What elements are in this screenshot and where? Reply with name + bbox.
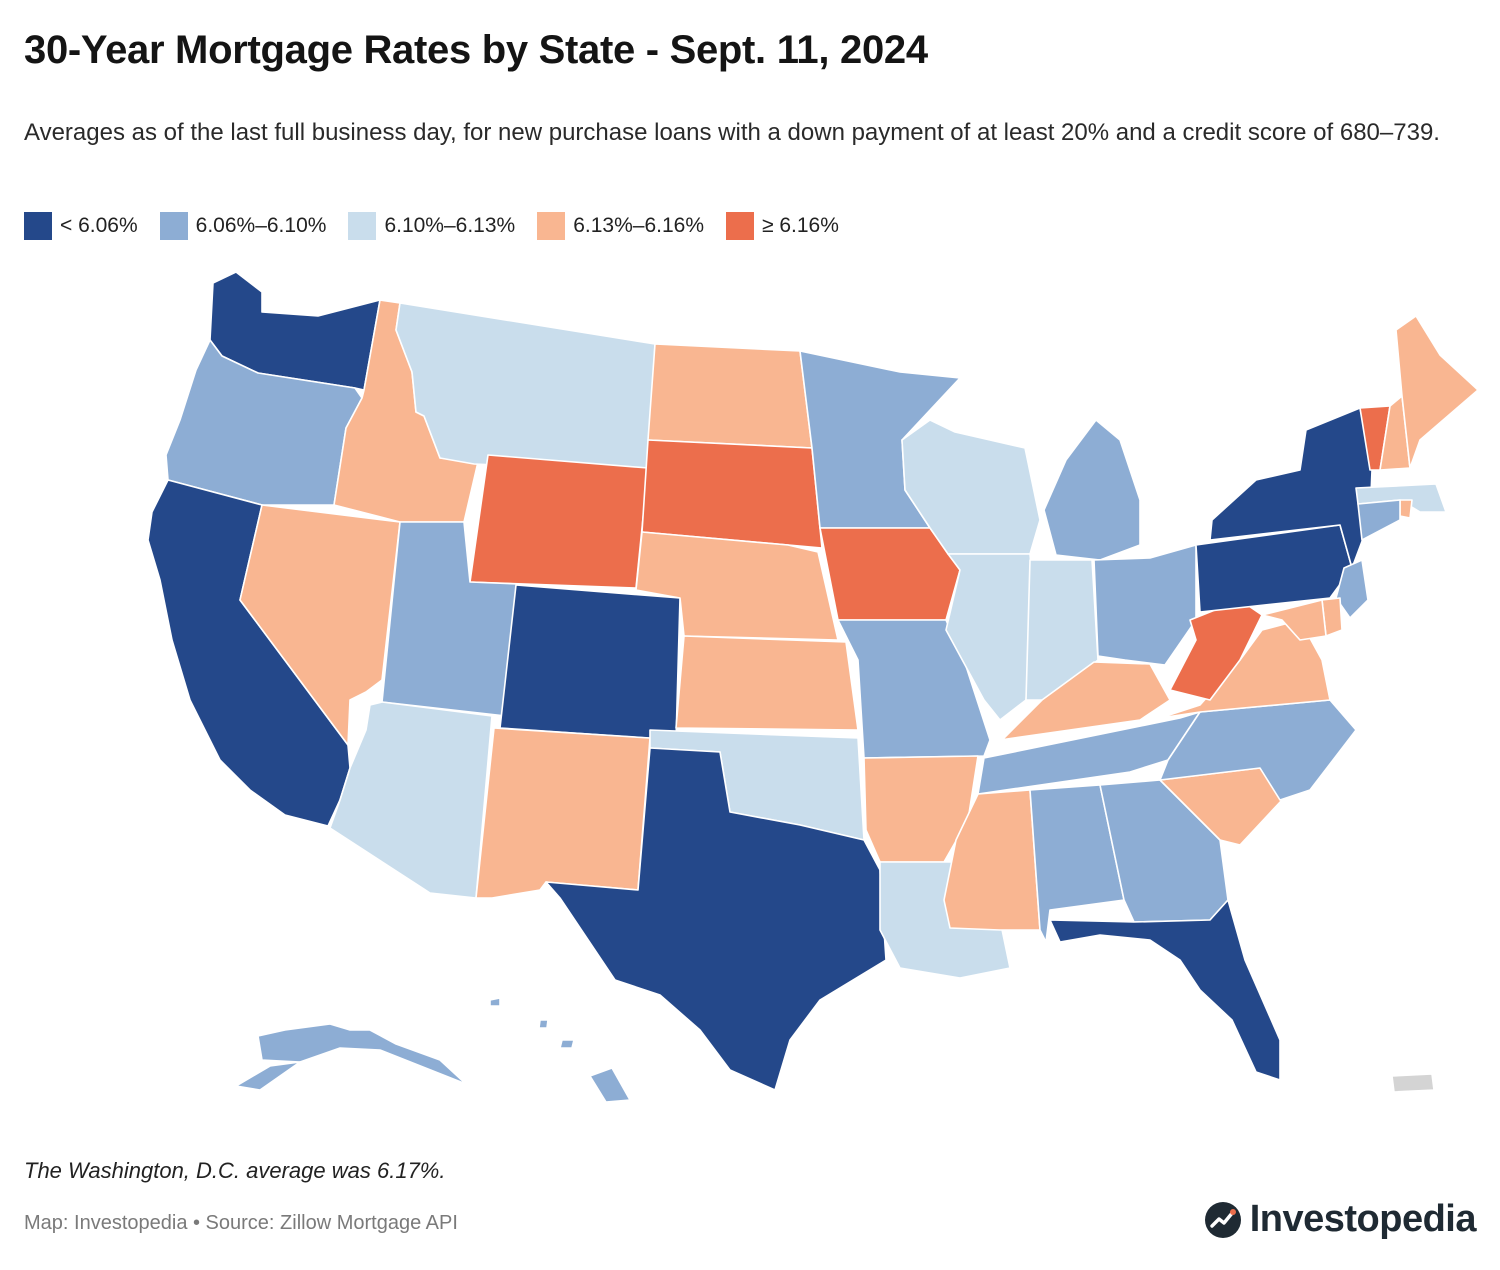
state-hi-island: [538, 1019, 549, 1029]
footnote: The Washington, D.C. average was 6.17%.: [24, 1158, 446, 1183]
state-ks: [675, 635, 859, 731]
state-ky: [999, 661, 1171, 743]
state-nm: [475, 727, 651, 899]
state-nj: [1335, 559, 1369, 619]
legend-label: ≥ 6.16%: [762, 214, 839, 237]
page-subtitle: Averages as of the last full business da…: [24, 119, 1440, 146]
legend-item: 6.06%–6.10%: [159, 212, 327, 240]
state-fl: [1049, 899, 1281, 1081]
us-map-svg: [147, 271, 1479, 1103]
state-wi: [901, 419, 1041, 555]
page-title: 30-Year Mortgage Rates by State - Sept. …: [24, 28, 928, 72]
state-ak: [257, 1023, 467, 1085]
legend-swatch: [726, 212, 754, 240]
state-tx: [545, 747, 887, 1091]
legend-label: 6.06%–6.10%: [195, 214, 327, 237]
legend-swatch: [159, 212, 188, 240]
state-hi-island: [559, 1039, 575, 1049]
legend-swatch: [24, 212, 52, 240]
state-hi: [589, 1067, 631, 1103]
legend-item: < 6.06%: [24, 212, 138, 240]
legend-swatch: [537, 212, 566, 240]
legend-item: ≥ 6.16%: [726, 212, 839, 240]
state-md: [1261, 599, 1327, 641]
state-me: [1395, 315, 1479, 469]
legend-label: < 6.06%: [60, 214, 138, 237]
legend-label: 6.10%–6.13%: [384, 214, 516, 237]
state-az: [329, 701, 493, 899]
brand-wordmark: Investopedia: [1249, 1198, 1477, 1240]
investopedia-logo-icon: [1204, 1201, 1241, 1238]
state-hi-island: [489, 997, 501, 1007]
legend-item: 6.13%–6.16%: [537, 212, 704, 240]
state-ri: [1399, 499, 1413, 519]
state-pr: [1391, 1073, 1435, 1093]
state-mi: [1043, 419, 1141, 561]
source-credit: Map: Investopedia • Source: Zillow Mortg…: [24, 1212, 458, 1234]
legend-swatch: [348, 212, 377, 240]
state-sd: [641, 439, 823, 549]
state-ak-island: [235, 1061, 301, 1091]
legend-item: 6.10%–6.13%: [348, 212, 515, 240]
state-mt: [395, 302, 656, 473]
legend-label: 6.13%–6.16%: [573, 214, 704, 237]
us-map: [0, 260, 1500, 1120]
state-nd: [647, 343, 813, 449]
state-ct: [1357, 499, 1401, 541]
brand-logo: Investopedia: [1204, 1198, 1477, 1241]
state-oh: [1093, 544, 1197, 666]
state-ne: [635, 531, 839, 641]
state-wy: [469, 454, 649, 589]
state-ia: [819, 527, 961, 621]
state-co: [499, 584, 681, 741]
legend: < 6.06% 6.06%–6.10% 6.10%–6.13% 6.13%–6.…: [24, 212, 839, 240]
